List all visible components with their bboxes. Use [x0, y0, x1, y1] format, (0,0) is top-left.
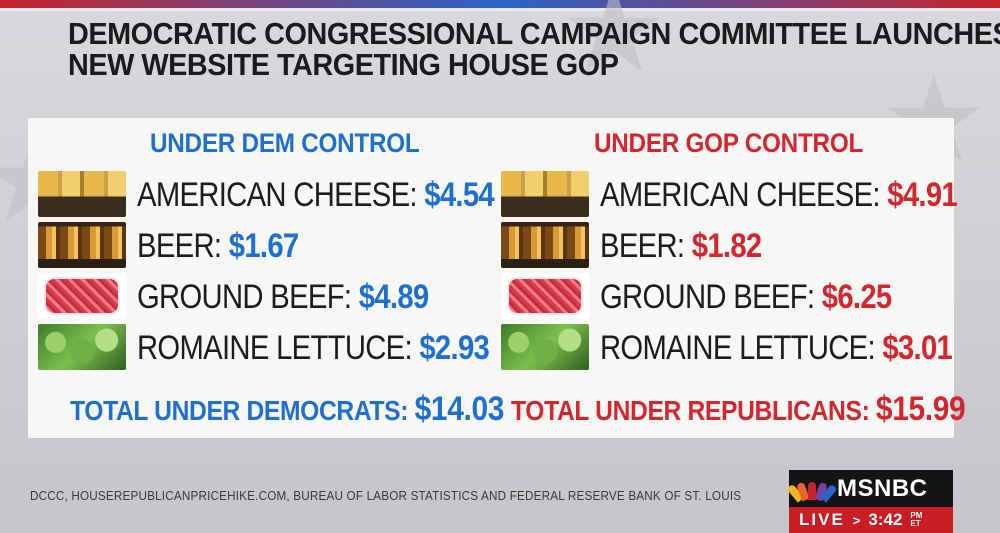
network-logo: MSNBC [786, 470, 953, 507]
peacock-icon [786, 478, 838, 503]
timezone-label: ET [910, 519, 921, 528]
dem-total-label: TOTAL UNDER DEMOCRATS: [70, 395, 415, 426]
dem-column-title: UNDER DEM CONTROL [150, 128, 420, 158]
item-label: ROMAINE LETTUCE: [600, 329, 883, 367]
headline: DEMOCRATIC CONGRESSIONAL CAMPAIGN COMMIT… [68, 16, 1000, 82]
lettuce-image [38, 324, 126, 370]
ground-beef-image [38, 273, 126, 319]
dem-total: TOTAL UNDER DEMOCRATS: $14.03 [70, 390, 504, 429]
background-star-icon: ★ [560, 0, 668, 97]
time-zone: PM ET [910, 512, 922, 528]
item-label: AMERICAN CHEESE: [137, 176, 425, 214]
price-comparison-card: UNDER DEM CONTROL AMERICAN CHEESE: $4.54… [28, 118, 966, 438]
item-label: AMERICAN CHEESE: [600, 176, 888, 214]
source-credit: DCCC, HOUSEREPUBLICANPRICEHIKE.COM, BURE… [30, 488, 742, 503]
item-price: $1.82 [691, 227, 762, 265]
ground-beef-image [501, 273, 589, 319]
cheese-image [38, 171, 126, 217]
item-label: ROMAINE LETTUCE: [137, 329, 420, 367]
beer-image [38, 222, 126, 268]
gop-total-value: $15.99 [875, 390, 966, 428]
live-label: LIVE [799, 510, 845, 529]
item-price: $1.67 [228, 227, 299, 265]
item-label: BEER: [600, 227, 692, 265]
item-price: $6.25 [821, 278, 892, 316]
item-label: GROUND BEEF: [137, 278, 359, 316]
gop-column-title: UNDER GOP CONTROL [594, 128, 864, 158]
beer-image [501, 222, 589, 268]
top-color-stripe [0, 0, 1000, 11]
live-time-bar: LIVE > 3:42 PM ET [789, 507, 953, 533]
ampm-label: PM [910, 511, 923, 520]
item-price: $2.93 [419, 329, 490, 367]
item-price: $4.89 [358, 278, 429, 316]
lettuce-image [501, 324, 589, 370]
headline-line-1: DEMOCRATIC CONGRESSIONAL CAMPAIGN COMMIT… [68, 16, 1000, 51]
item-price: $3.01 [882, 329, 953, 367]
item-label: BEER: [137, 227, 229, 265]
headline-line-2: NEW WEBSITE TARGETING HOUSE GOP [68, 47, 619, 82]
gop-total-label: TOTAL UNDER REPUBLICANS: [511, 395, 876, 426]
network-bug: MSNBC LIVE > 3:42 PM ET [786, 470, 953, 533]
item-price: $4.91 [887, 176, 958, 214]
arrow-icon: > [852, 512, 861, 528]
item-price: $4.54 [424, 176, 495, 214]
cheese-image [501, 171, 589, 217]
gop-total: TOTAL UNDER REPUBLICANS: $15.99 [511, 390, 966, 429]
item-label: GROUND BEEF: [600, 278, 822, 316]
dem-total-value: $14.03 [414, 390, 505, 428]
network-name: MSNBC [837, 474, 928, 502]
broadcast-time: 3:42 [868, 510, 903, 529]
